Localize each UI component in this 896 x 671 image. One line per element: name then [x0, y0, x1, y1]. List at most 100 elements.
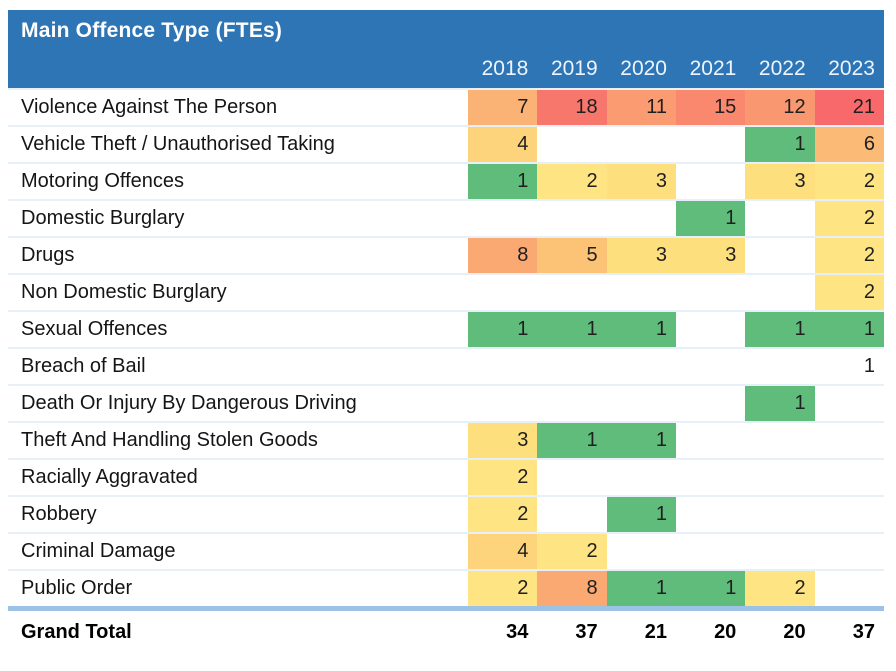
value-cell: 2 [468, 497, 538, 532]
table-row: Theft And Handling Stolen Goods 3 1 1 [8, 421, 884, 458]
row-label: Death Or Injury By Dangerous Driving [21, 392, 357, 414]
value-cell: 1 [745, 386, 815, 421]
table-row: Vehicle Theft / Unauthorised Taking 4 1 6 [8, 125, 884, 162]
value-cell [815, 423, 884, 458]
value-cell [745, 201, 814, 236]
year-header-2018: 2018 [481, 57, 529, 80]
value-cell: 1 [863, 355, 875, 377]
value-cell [815, 534, 884, 569]
value-cell [468, 349, 537, 384]
value-cell: 2 [814, 201, 884, 236]
table-row: Robbery 2 1 [8, 495, 884, 532]
value-cell [537, 349, 606, 384]
value-cell: 11 [606, 90, 676, 125]
table-row: Death Or Injury By Dangerous Driving 1 [8, 384, 884, 421]
row-label: Theft And Handling Stolen Goods [21, 429, 318, 451]
value-cell [815, 497, 884, 532]
grand-total-cell: 20 [783, 620, 806, 643]
value-cell: 2 [814, 238, 884, 273]
value-cell: 2 [537, 534, 607, 569]
value-cell: 1 [675, 571, 746, 606]
value-cell: 3 [675, 238, 746, 273]
value-cell: 12 [745, 90, 815, 125]
value-cell [745, 497, 814, 532]
value-cell [537, 201, 606, 236]
value-cell: 1 [537, 423, 607, 458]
value-cell [815, 386, 884, 421]
value-cell [815, 571, 884, 606]
value-cell: 8 [537, 571, 607, 606]
row-label: Non Domestic Burglary [21, 281, 227, 303]
value-cell [607, 460, 676, 495]
value-cell [745, 534, 814, 569]
row-label: Motoring Offences [21, 170, 185, 192]
value-cell [607, 275, 676, 310]
value-cell [745, 238, 814, 273]
year-header-2019: 2019 [550, 57, 598, 80]
value-cell [676, 349, 745, 384]
table-row: Racially Aggravated 2 [8, 458, 884, 495]
table-title: Main Offence Type (FTEs) [21, 19, 283, 42]
value-cell [468, 275, 537, 310]
row-label: Robbery [21, 503, 97, 525]
value-cell: 7 [468, 90, 538, 125]
value-cell: 1 [606, 312, 676, 347]
row-label: Vehicle Theft / Unauthorised Taking [21, 133, 335, 155]
value-cell [676, 127, 745, 162]
value-cell: 2 [468, 571, 538, 606]
value-cell [676, 275, 745, 310]
table-row: Motoring Offences 1 2 3 3 2 [8, 162, 884, 199]
year-header-2021: 2021 [689, 57, 737, 80]
row-label: Public Order [21, 577, 133, 599]
grand-total-cell: 34 [506, 620, 529, 643]
grand-total-cell: 21 [644, 620, 667, 643]
value-cell [676, 423, 745, 458]
grand-total-row: Grand Total 34 37 21 20 20 37 [8, 606, 884, 653]
table-row: Drugs 8 5 3 3 2 [8, 236, 884, 273]
value-cell: 1 [675, 201, 746, 236]
value-cell [607, 127, 676, 162]
years-row: 2018 2019 2020 2021 2022 2023 [8, 50, 884, 88]
value-cell: 5 [537, 238, 607, 273]
table-row: Domestic Burglary 1 2 [8, 199, 884, 236]
value-cell [745, 460, 814, 495]
grand-total-cell: 37 [575, 620, 598, 643]
row-label: Domestic Burglary [21, 207, 185, 229]
value-cell [815, 460, 884, 495]
grand-total-cell: 37 [852, 620, 875, 643]
value-cell [607, 386, 676, 421]
value-cell: 21 [814, 90, 884, 125]
table-row: Non Domestic Burglary 2 [8, 273, 884, 310]
offence-fte-table: Main Offence Type (FTEs) 2018 2019 2020 202… [8, 10, 884, 653]
value-cell [537, 127, 606, 162]
value-cell: 6 [814, 127, 884, 162]
value-cell [468, 201, 537, 236]
value-cell [676, 497, 745, 532]
row-label: Breach of Bail [21, 355, 146, 377]
value-cell [745, 275, 814, 310]
value-cell [607, 349, 676, 384]
table-row: Criminal Damage 4 2 [8, 532, 884, 569]
value-cell [607, 534, 676, 569]
table-row: Public Order 2 8 1 1 2 [8, 569, 884, 606]
row-label: Criminal Damage [21, 540, 176, 562]
year-header-2023: 2023 [828, 57, 875, 80]
value-cell: 8 [468, 238, 538, 273]
table-row: Violence Against The Person 7 18 11 15 12 21 [8, 88, 884, 125]
value-cell [676, 164, 745, 199]
value-cell: 2 [814, 275, 884, 310]
value-cell [537, 497, 606, 532]
value-cell: 1 [745, 312, 815, 347]
value-cell: 2 [537, 164, 607, 199]
value-cell [676, 460, 745, 495]
value-cell: 3 [606, 238, 676, 273]
grand-total-label: Grand Total [21, 620, 132, 643]
value-cell: 3 [745, 164, 815, 199]
value-cell: 15 [675, 90, 746, 125]
value-cell: 1 [468, 164, 538, 199]
value-cell [607, 201, 676, 236]
value-cell: 2 [814, 164, 884, 199]
value-cell: 18 [537, 90, 607, 125]
value-cell: 1 [814, 312, 884, 347]
